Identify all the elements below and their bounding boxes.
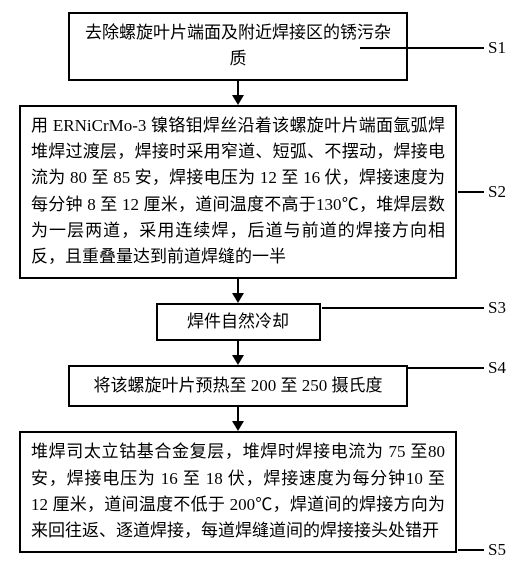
step-text: 用 ERNiCrMo-3 镍铬钼焊丝沿着该螺旋叶片端面氩弧焊堆焊过渡层，焊接时采… (31, 116, 445, 267)
step-text: 堆焊司太立钴基合金复层，堆焊时焊接电流为 75 至80 安，焊接电压为 16 至… (31, 442, 445, 540)
flowchart: 去除螺旋叶片端面及附近焊接区的锈污杂质 用 ERNiCrMo-3 镍铬钼焊丝沿着… (18, 12, 458, 553)
label-connector (458, 191, 484, 193)
step-label-s2: S2 (488, 182, 506, 202)
label-connector (322, 307, 484, 309)
arrow-line (237, 341, 239, 355)
step-label-s5: S5 (488, 540, 506, 560)
arrow (232, 81, 244, 105)
step-box-s1: 去除螺旋叶片端面及附近焊接区的锈污杂质 (68, 12, 408, 81)
label-connector (360, 47, 484, 49)
arrow (232, 341, 244, 365)
step-label-s3: S3 (488, 298, 506, 318)
step-label-s1: S1 (488, 38, 506, 58)
arrow-line (237, 407, 239, 421)
step-box-s2: 用 ERNiCrMo-3 镍铬钼焊丝沿着该螺旋叶片端面氩弧焊堆焊过渡层，焊接时采… (19, 105, 457, 279)
step-box-s4: 将该螺旋叶片预热至 200 至 250 摄氏度 (68, 365, 408, 407)
step-text: 将该螺旋叶片预热至 200 至 250 摄氏度 (94, 376, 383, 395)
arrow-line (237, 81, 239, 95)
arrow-head-icon (232, 421, 244, 431)
label-connector (408, 367, 484, 369)
step-text: 去除螺旋叶片端面及附近焊接区的锈污杂质 (85, 23, 391, 68)
step-text: 焊件自然冷却 (187, 312, 289, 331)
arrow-head-icon (232, 355, 244, 365)
arrow-head-icon (232, 293, 244, 303)
step-label-s4: S4 (488, 358, 506, 378)
arrow-head-icon (232, 95, 244, 105)
step-box-s5: 堆焊司太立钴基合金复层，堆焊时焊接电流为 75 至80 安，焊接电压为 16 至… (19, 431, 457, 552)
label-connector (458, 549, 484, 551)
step-box-s3: 焊件自然冷却 (156, 303, 321, 341)
arrow (232, 407, 244, 431)
arrow-line (237, 279, 239, 293)
arrow (232, 279, 244, 303)
